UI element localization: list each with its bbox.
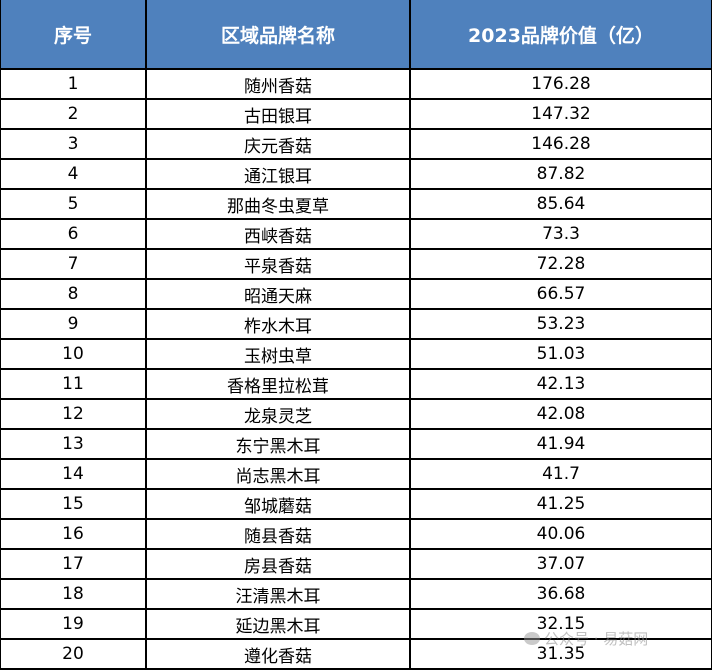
table-row: 9 柞水木耳 53.23 — [0, 309, 712, 340]
cell-brand-name: 随县香菇 — [145, 519, 411, 550]
watermark-text: 公众号 · 易菇网 — [544, 630, 649, 648]
cell-brand-value: 41.94 — [409, 429, 712, 460]
cell-brand-value: 66.57 — [409, 279, 712, 310]
table-row: 8 昭通天麻 66.57 — [0, 279, 712, 310]
cell-rank: 9 — [0, 309, 147, 340]
table-row: 6 西峡香菇 73.3 — [0, 219, 712, 250]
cell-brand-name: 汪清黑木耳 — [145, 579, 411, 610]
table-row: 4 通江银耳 87.82 — [0, 159, 712, 190]
table-row: 5 那曲冬虫夏草 85.64 — [0, 189, 712, 220]
table-row: 18 汪清黑木耳 36.68 — [0, 579, 712, 610]
cell-brand-name: 玉树虫草 — [145, 339, 411, 370]
table-row: 1 随州香菇 176.28 — [0, 69, 712, 100]
cell-brand-name: 龙泉灵芝 — [145, 399, 411, 430]
table-row: 15 邹城蘑菇 41.25 — [0, 489, 712, 520]
cell-rank: 20 — [0, 639, 147, 670]
cell-brand-name: 那曲冬虫夏草 — [145, 189, 411, 220]
cell-rank: 16 — [0, 519, 147, 550]
cell-rank: 19 — [0, 609, 147, 640]
cell-rank: 3 — [0, 129, 147, 160]
cell-rank: 6 — [0, 219, 147, 250]
cell-brand-value: 51.03 — [409, 339, 712, 370]
watermark: 公众号 · 易菇网 — [524, 628, 648, 649]
table-row: 10 玉树虫草 51.03 — [0, 339, 712, 370]
cell-brand-name: 邹城蘑菇 — [145, 489, 411, 520]
cell-brand-name: 延边黑木耳 — [145, 609, 411, 640]
cell-brand-name: 西峡香菇 — [145, 219, 411, 250]
cell-rank: 18 — [0, 579, 147, 610]
cell-brand-value: 42.13 — [409, 369, 712, 400]
table-row: 7 平泉香菇 72.28 — [0, 249, 712, 280]
cell-brand-value: 53.23 — [409, 309, 712, 340]
header-row: 序号 区域品牌名称 2023品牌价值（亿） — [0, 0, 712, 70]
cell-brand-name: 房县香菇 — [145, 549, 411, 580]
wechat-icon — [524, 632, 540, 645]
cell-brand-value: 72.28 — [409, 249, 712, 280]
cell-brand-value: 40.06 — [409, 519, 712, 550]
cell-brand-value: 42.08 — [409, 399, 712, 430]
table-row: 11 香格里拉松茸 42.13 — [0, 369, 712, 400]
table-row: 12 龙泉灵芝 42.08 — [0, 399, 712, 430]
cell-rank: 2 — [0, 99, 147, 130]
cell-rank: 15 — [0, 489, 147, 520]
table-row: 13 东宁黑木耳 41.94 — [0, 429, 712, 460]
cell-brand-value: 31.35 — [409, 639, 712, 670]
cell-rank: 10 — [0, 339, 147, 370]
table-row: 14 尚志黑木耳 41.7 — [0, 459, 712, 490]
table-row: 19 延边黑木耳 32.15 — [0, 609, 712, 640]
cell-rank: 11 — [0, 369, 147, 400]
cell-brand-name: 庆元香菇 — [145, 129, 411, 160]
cell-rank: 5 — [0, 189, 147, 220]
table-row: 3 庆元香菇 146.28 — [0, 129, 712, 160]
cell-brand-value: 41.7 — [409, 459, 712, 490]
cell-rank: 7 — [0, 249, 147, 280]
cell-brand-name: 通江银耳 — [145, 159, 411, 190]
table-row: 16 随县香菇 40.06 — [0, 519, 712, 550]
table-row: 2 古田银耳 147.32 — [0, 99, 712, 130]
cell-rank: 17 — [0, 549, 147, 580]
cell-brand-value: 85.64 — [409, 189, 712, 220]
cell-rank: 4 — [0, 159, 147, 190]
cell-brand-name: 随州香菇 — [145, 69, 411, 100]
cell-brand-name: 昭通天麻 — [145, 279, 411, 310]
cell-brand-name: 香格里拉松茸 — [145, 369, 411, 400]
cell-rank: 1 — [0, 69, 147, 100]
header-rank: 序号 — [0, 0, 147, 70]
header-brand-value: 2023品牌价值（亿） — [409, 0, 712, 70]
cell-brand-value: 87.82 — [409, 159, 712, 190]
cell-brand-name: 遵化香菇 — [145, 639, 411, 670]
cell-brand-value: 176.28 — [409, 69, 712, 100]
cell-brand-value: 37.07 — [409, 549, 712, 580]
cell-rank: 8 — [0, 279, 147, 310]
cell-brand-name: 柞水木耳 — [145, 309, 411, 340]
header-brand-name: 区域品牌名称 — [145, 0, 411, 70]
cell-brand-name: 东宁黑木耳 — [145, 429, 411, 460]
cell-rank: 14 — [0, 459, 147, 490]
cell-brand-name: 古田银耳 — [145, 99, 411, 130]
cell-rank: 13 — [0, 429, 147, 460]
cell-brand-value: 36.68 — [409, 579, 712, 610]
cell-brand-name: 平泉香菇 — [145, 249, 411, 280]
cell-brand-value: 146.28 — [409, 129, 712, 160]
cell-brand-name: 尚志黑木耳 — [145, 459, 411, 490]
cell-brand-value: 41.25 — [409, 489, 712, 520]
cell-rank: 12 — [0, 399, 147, 430]
cell-brand-value: 73.3 — [409, 219, 712, 250]
cell-brand-value: 32.15 — [409, 609, 712, 640]
table-row: 20 遵化香菇 31.35 — [0, 639, 712, 670]
table-row: 17 房县香菇 37.07 — [0, 549, 712, 580]
cell-brand-value: 147.32 — [409, 99, 712, 130]
